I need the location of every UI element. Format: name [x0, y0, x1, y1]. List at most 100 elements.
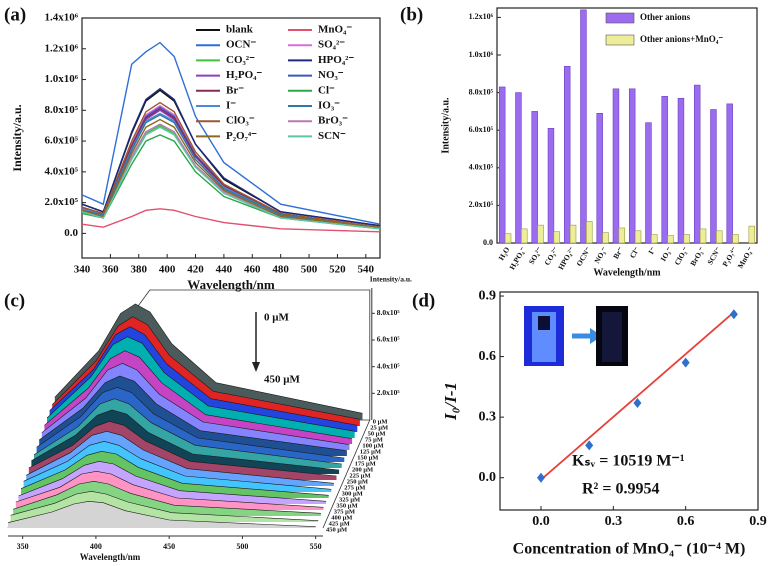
spectrum-line: [81, 134, 381, 230]
bar: [563, 65, 571, 244]
y-axis-label: Intensity/a.u.: [10, 104, 24, 171]
x-tick-label: 550: [310, 542, 322, 551]
bar: [580, 9, 587, 244]
series-label: 300 μM: [342, 490, 363, 497]
spectrum-line: [41, 362, 350, 445]
bar: [634, 230, 642, 244]
area-fill: [8, 501, 316, 528]
series-label: 125 μM: [360, 448, 381, 455]
series-label: 325 μM: [339, 496, 360, 503]
z-axis-label: Intensity/a.u.: [370, 275, 412, 284]
spectrum-line: [46, 336, 355, 432]
floor-edge: [322, 419, 371, 529]
series-label: 375 μM: [334, 508, 355, 515]
legend-swatch: [605, 12, 635, 24]
spectrum-line: [81, 114, 381, 228]
legend-label: NO₃⁻: [318, 69, 344, 81]
spectrum-line: [81, 41, 381, 225]
spectrum-line: [7, 500, 316, 527]
series-label: 275 μM: [344, 484, 365, 491]
x-axis-label: Wavelength/nm: [593, 267, 661, 278]
x-tick-label: I⁻: [646, 245, 657, 255]
data-point: [585, 440, 594, 451]
legend-label: OCN⁻: [226, 39, 256, 51]
spectrum-line: [81, 208, 381, 233]
series-label: 200 μM: [352, 466, 373, 473]
z-tick-label: 4.0x10⁵: [377, 361, 401, 370]
panel-label: (a): [4, 4, 26, 25]
y-tick-label: 1.0x10⁶: [44, 73, 78, 85]
x-axis-label: Wavelength/nm: [187, 277, 275, 292]
annotation-arrow-head: [252, 362, 260, 372]
series-label: 75 μM: [365, 436, 383, 443]
bar: [748, 225, 756, 244]
x-tick-label: H₂O: [497, 245, 512, 262]
x-tick-label: 400: [90, 542, 102, 551]
bar: [504, 233, 512, 244]
data-point: [681, 357, 690, 368]
bar: [677, 97, 685, 244]
bar: [547, 128, 555, 244]
bar: [553, 231, 561, 244]
legend-label: blank: [226, 24, 254, 36]
x-axis-label: Concentration of MnO₄⁻ (10⁻⁴ M): [513, 541, 746, 558]
spectrum-line: [49, 326, 358, 426]
bar: [693, 84, 701, 244]
legend-label: HPO₄²⁻: [318, 54, 354, 66]
spectrum-line: [39, 375, 347, 451]
data-point: [536, 472, 545, 483]
legend-label: SO₄²⁻: [318, 39, 345, 51]
spectrum-line: [81, 101, 381, 228]
bar: [618, 227, 626, 244]
series-label: 350 μM: [336, 502, 357, 509]
x-tick-label: BrO₃⁻: [688, 245, 706, 267]
x-tick-label: 450: [163, 542, 175, 551]
x-tick-label: 380: [131, 264, 148, 276]
legend-label: MnO₄⁻: [318, 24, 352, 36]
y-tick-label: 0.0: [479, 470, 497, 485]
y-tick-label: 0.6: [479, 349, 497, 364]
series-label: 150 μM: [357, 454, 378, 461]
series-label: 400 μM: [331, 514, 352, 521]
x-tick-label: NO₃⁻: [592, 245, 609, 265]
spectrum-line: [81, 126, 381, 230]
y-tick-label: 4.0x10⁵: [469, 163, 494, 172]
plot-frame: [496, 7, 758, 244]
panel-label: (b): [400, 4, 423, 25]
legend-label: H₂PO₄⁻: [226, 69, 262, 81]
annotation: R² = 0.9954: [582, 481, 659, 498]
spectrum-line: [26, 430, 334, 484]
z-tick-label: 8.0x10⁵: [377, 308, 401, 317]
x-tick-label: 350: [17, 542, 29, 551]
plot-frame: [499, 291, 759, 511]
bar: [596, 112, 603, 244]
bar: [699, 228, 707, 244]
spectrum-line: [81, 87, 381, 227]
panel-label: (d): [412, 290, 435, 311]
x-tick-label: 440: [216, 264, 233, 276]
legend-label: ClO₃⁻: [226, 115, 255, 127]
x-tick-label: 400: [159, 264, 176, 276]
bar: [537, 224, 544, 244]
spectrum-line: [23, 440, 332, 490]
spectrum-line: [36, 386, 345, 459]
legend-label: I⁻: [226, 100, 236, 112]
y-tick-label: 2.0x10⁵: [44, 196, 78, 208]
series-label: 175 μM: [355, 460, 376, 467]
series-label: 0 μM: [373, 418, 388, 425]
y-tick-label: 1.2x10⁶: [469, 12, 494, 21]
x-tick-label: 460: [244, 264, 261, 276]
y-tick-label: 1.4x10⁶: [44, 12, 78, 24]
spectrum-line: [15, 470, 324, 508]
x-tick-label: 340: [74, 264, 91, 276]
spectrum-line: [81, 118, 381, 228]
bar: [667, 235, 674, 244]
annotation: Kₛᵥ = 10519 M⁻¹: [572, 453, 685, 470]
bar: [628, 88, 636, 244]
x-tick-label: Br⁻: [611, 245, 625, 260]
legend-label: IO₃⁻: [318, 100, 340, 112]
bar: [515, 92, 522, 244]
x-tick-label: 0.6: [677, 514, 695, 529]
